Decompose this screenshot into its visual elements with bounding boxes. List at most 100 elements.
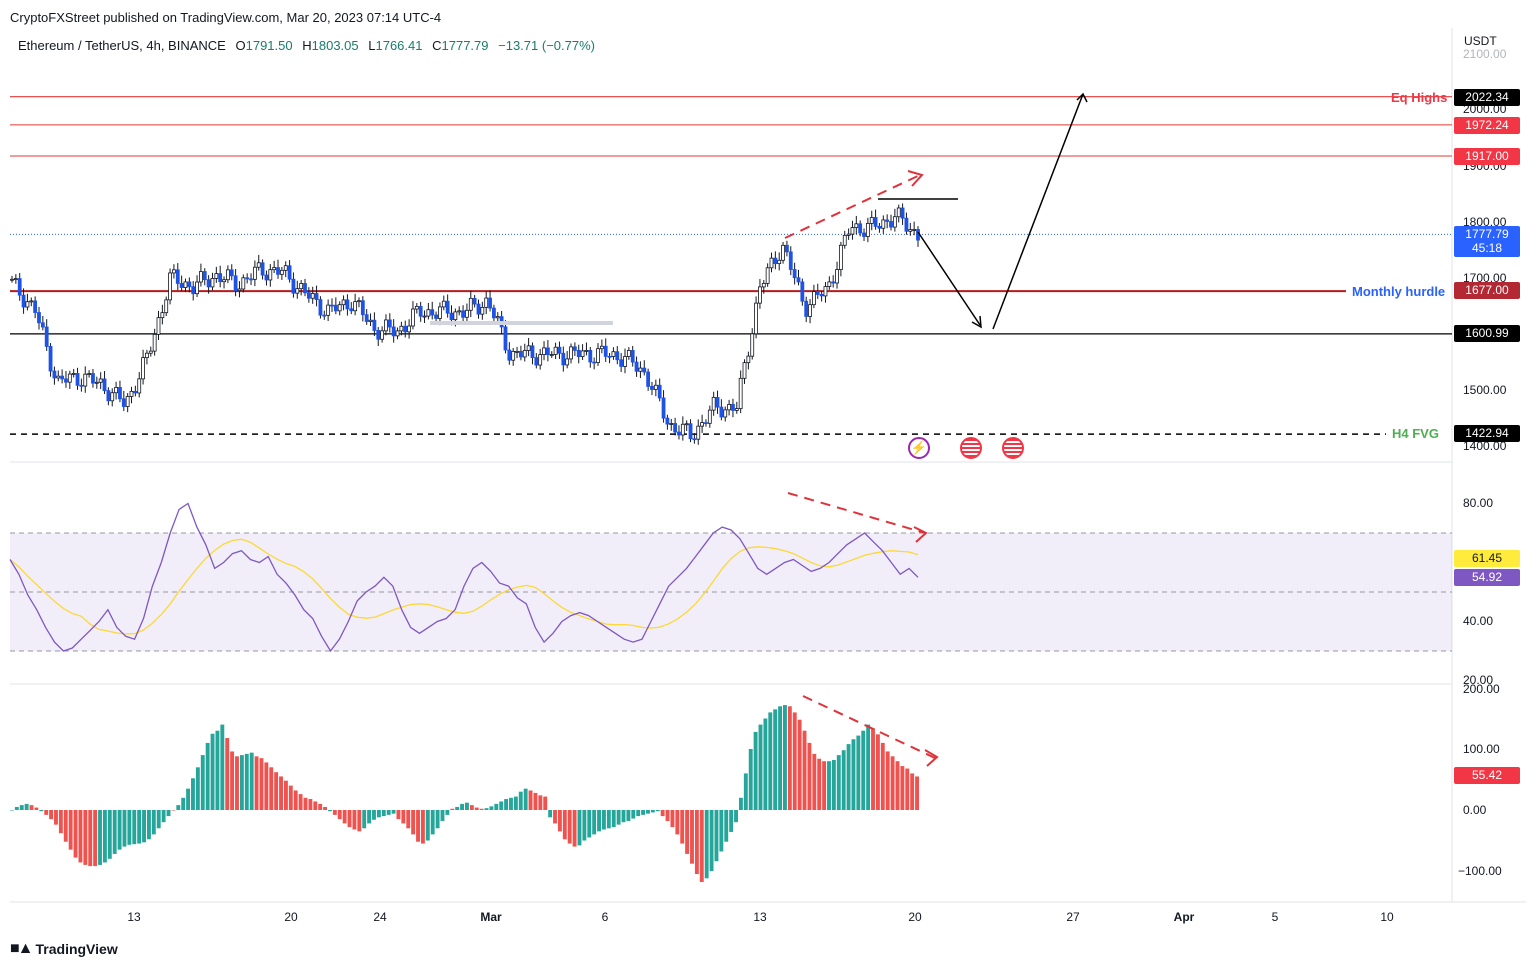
candle[interactable] [904, 217, 909, 232]
candle[interactable] [596, 348, 600, 363]
candle[interactable] [245, 277, 250, 280]
candle[interactable] [252, 266, 257, 280]
candle[interactable] [472, 297, 477, 305]
candle[interactable] [804, 300, 809, 317]
candle[interactable] [831, 281, 836, 284]
candle[interactable] [657, 384, 662, 399]
candle[interactable] [168, 272, 172, 301]
candle[interactable] [835, 269, 839, 284]
candle[interactable] [869, 217, 874, 224]
candle[interactable] [526, 345, 531, 351]
candle[interactable] [468, 297, 473, 311]
candle[interactable] [44, 326, 49, 347]
candle[interactable] [823, 286, 828, 297]
candle[interactable] [395, 330, 400, 337]
candle[interactable] [434, 314, 438, 319]
candle[interactable] [815, 291, 820, 295]
candle[interactable] [761, 283, 766, 288]
candle[interactable] [256, 262, 261, 268]
candle[interactable] [322, 314, 327, 317]
candle[interactable] [71, 373, 76, 375]
us-flag-icon[interactable] [1002, 437, 1024, 459]
candle[interactable] [195, 281, 199, 295]
candle[interactable] [788, 251, 793, 270]
candle[interactable] [592, 361, 597, 364]
candle[interactable] [711, 396, 716, 411]
candle[interactable] [349, 308, 354, 312]
candle[interactable] [684, 423, 689, 426]
candle[interactable] [545, 347, 550, 355]
candle[interactable] [403, 325, 408, 333]
candle[interactable] [426, 309, 431, 317]
candle[interactable] [792, 269, 797, 279]
candle[interactable] [750, 333, 755, 357]
candle[interactable] [619, 359, 624, 367]
candle[interactable] [692, 438, 697, 441]
candle[interactable] [511, 351, 516, 361]
candle[interactable] [372, 319, 377, 331]
candle[interactable] [37, 312, 41, 324]
candle[interactable] [865, 223, 870, 237]
candle[interactable] [445, 300, 450, 314]
candle[interactable] [653, 384, 658, 390]
candle[interactable] [781, 244, 785, 261]
candle[interactable] [881, 219, 886, 229]
candle[interactable] [561, 352, 566, 366]
candle[interactable] [827, 281, 832, 287]
candle[interactable] [565, 358, 570, 366]
candle[interactable] [746, 355, 751, 364]
candle[interactable] [291, 278, 296, 294]
candle[interactable] [727, 403, 731, 411]
candle[interactable] [488, 297, 492, 309]
candle[interactable] [773, 257, 778, 265]
candle[interactable] [584, 349, 589, 352]
candle[interactable] [399, 325, 404, 332]
candle[interactable] [765, 267, 770, 284]
candle[interactable] [492, 307, 496, 319]
candle[interactable] [56, 375, 61, 379]
candle[interactable] [889, 221, 893, 228]
candle[interactable] [611, 351, 616, 357]
candle[interactable] [199, 271, 203, 283]
candle[interactable] [222, 279, 226, 283]
candle[interactable] [812, 291, 816, 306]
candle[interactable] [283, 265, 288, 271]
candle[interactable] [461, 310, 465, 318]
candle[interactable] [98, 378, 103, 383]
candle[interactable] [453, 311, 458, 321]
candle[interactable] [380, 330, 385, 340]
candle[interactable] [110, 392, 115, 402]
candle[interactable] [233, 275, 238, 292]
candle[interactable] [148, 350, 153, 354]
candle[interactable] [754, 302, 758, 335]
candle[interactable] [858, 223, 863, 234]
candle[interactable] [175, 269, 180, 284]
candle[interactable] [94, 381, 99, 384]
candle[interactable] [17, 278, 22, 296]
candle[interactable] [407, 325, 411, 333]
candle[interactable] [700, 422, 705, 427]
candle[interactable] [91, 373, 95, 384]
candle[interactable] [885, 219, 890, 222]
candle[interactable] [360, 300, 365, 316]
candle[interactable] [206, 279, 211, 288]
candle[interactable] [191, 286, 196, 295]
candle[interactable] [272, 267, 277, 271]
candle[interactable] [480, 306, 485, 315]
candle[interactable] [742, 362, 747, 379]
candle[interactable] [873, 217, 878, 227]
candle[interactable] [623, 356, 627, 367]
candle[interactable] [137, 378, 142, 394]
candle[interactable] [118, 387, 122, 400]
candle[interactable] [900, 207, 905, 219]
candle[interactable] [268, 269, 273, 281]
rsi-ma-line[interactable] [9, 538, 919, 635]
candle[interactable] [330, 304, 334, 307]
candle[interactable] [677, 431, 681, 436]
candle[interactable] [303, 283, 307, 294]
candle[interactable] [87, 373, 92, 375]
rsi-line[interactable] [9, 502, 919, 653]
candle[interactable] [64, 378, 68, 383]
oscillator-histogram[interactable] [10, 705, 919, 882]
candle[interactable] [719, 406, 724, 418]
